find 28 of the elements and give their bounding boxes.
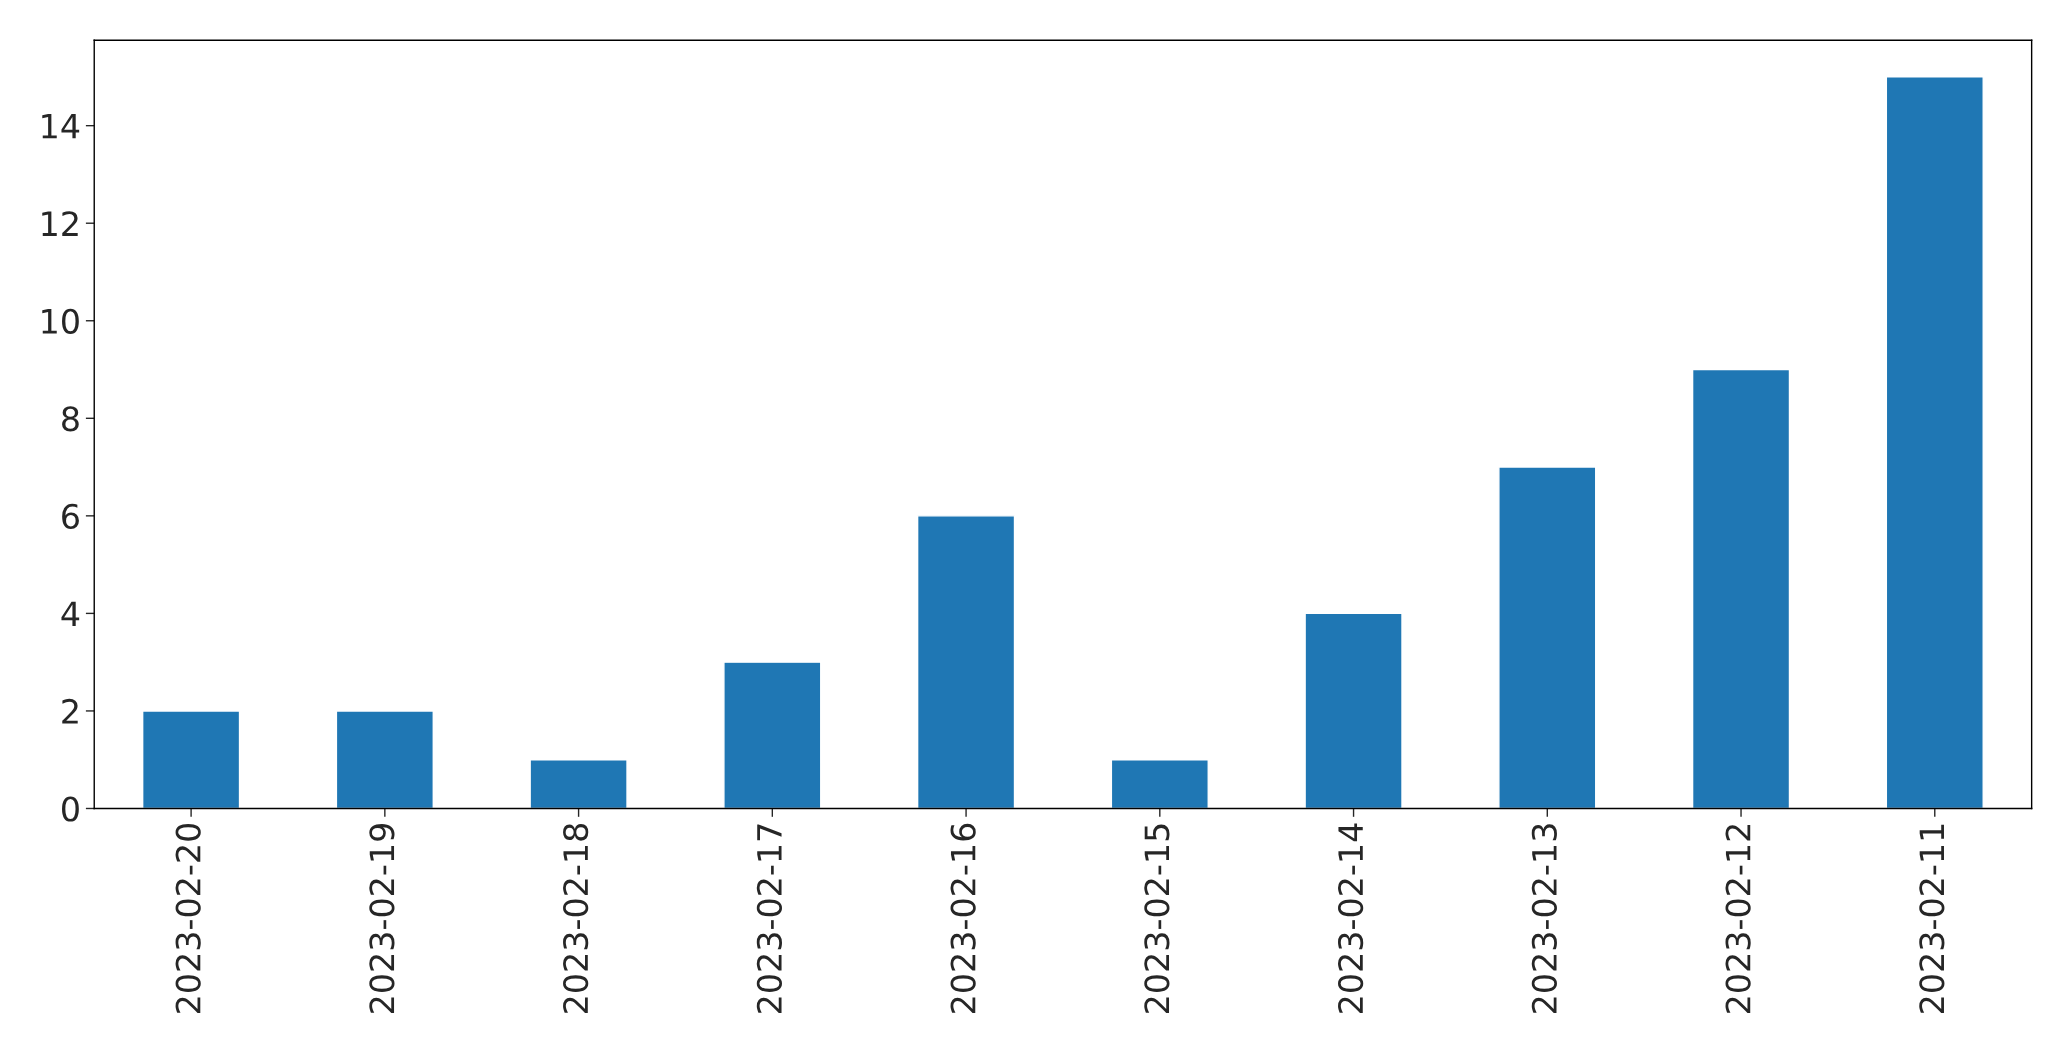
x-tick-label: 2023-02-19 [369,824,395,1013]
bar [1885,76,1984,809]
y-tick-label: 0 [62,796,79,822]
x-tick-label: 2023-02-20 [175,823,201,1013]
x-tick-label: 2023-02-14 [1338,823,1364,1013]
bar [1691,368,1791,809]
y-tick-label: 2 [62,698,78,724]
bar [1110,759,1209,809]
x-tick-label: 2023-02-16 [950,823,976,1013]
bar [1304,612,1403,809]
x-tick-label: 2023-02-15 [1144,824,1170,1013]
x-tick-label: 2023-02-12 [1725,825,1751,1013]
bar [529,759,628,809]
bar [723,661,822,809]
y-tick-label: 6 [62,503,79,529]
x-tick-label: 2023-02-17 [756,824,782,1013]
x-tick-label: 2023-02-13 [1531,824,1557,1013]
y-tick-label: 10 [42,308,79,334]
y-tick-label: 4 [61,601,80,627]
y-tick-label: 12 [42,211,78,236]
x-tick-label: 2023-02-11 [1919,824,1945,1013]
x-tick-label: 2023-02-18 [563,823,589,1013]
bar [335,710,434,809]
bar [1498,466,1597,809]
y-tick-label: 8 [62,406,79,432]
y-tick-label: 14 [42,114,80,139]
bar [141,710,241,809]
bar [916,515,1016,809]
